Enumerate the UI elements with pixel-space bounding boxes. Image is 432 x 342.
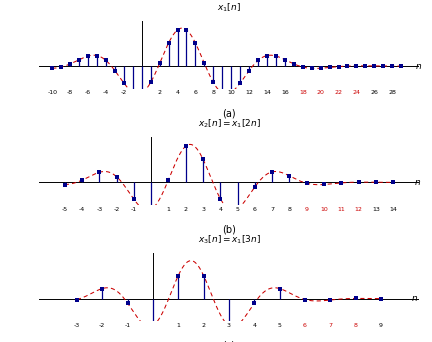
Point: [165, 40, 172, 46]
Point: [182, 143, 189, 149]
Point: [200, 157, 206, 162]
Point: [58, 64, 65, 70]
Point: [228, 90, 235, 95]
Point: [290, 61, 297, 67]
Point: [174, 27, 181, 32]
Point: [79, 177, 86, 183]
Point: [234, 206, 241, 211]
Point: [113, 174, 120, 180]
Point: [94, 53, 101, 58]
Point: [338, 180, 345, 186]
Point: [273, 53, 280, 59]
Point: [335, 64, 342, 69]
Text: $x_1[n]$: $x_1[n]$: [217, 1, 241, 14]
Point: [251, 301, 258, 306]
Point: [200, 273, 207, 278]
Text: $x_3[n] = x_1[3n]$: $x_3[n] = x_1[3n]$: [197, 234, 260, 246]
Text: $n$: $n$: [415, 62, 422, 70]
Point: [308, 66, 315, 71]
Point: [67, 61, 73, 67]
Point: [362, 63, 369, 69]
Point: [353, 63, 360, 69]
Point: [372, 180, 379, 185]
Point: [299, 64, 306, 70]
Point: [251, 184, 258, 190]
Point: [321, 182, 327, 187]
Point: [246, 68, 253, 74]
Point: [326, 65, 333, 70]
Point: [111, 68, 118, 74]
Point: [149, 323, 156, 328]
Text: (b): (b): [222, 224, 236, 234]
Text: (a): (a): [222, 108, 236, 118]
Point: [344, 63, 351, 69]
Point: [138, 90, 145, 96]
Point: [73, 297, 80, 302]
Point: [121, 80, 127, 86]
Point: [96, 170, 103, 175]
Point: [264, 53, 270, 58]
Point: [303, 181, 310, 186]
Point: [281, 57, 288, 62]
Point: [317, 65, 324, 71]
Point: [380, 63, 387, 69]
Point: [156, 61, 163, 66]
Point: [165, 177, 172, 182]
Point: [390, 180, 397, 185]
Text: $x_2[n] = x_1[2n]$: $x_2[n] = x_1[2n]$: [197, 117, 260, 130]
Point: [102, 58, 109, 63]
Point: [124, 301, 131, 306]
Point: [61, 182, 68, 187]
Point: [217, 196, 224, 201]
Text: (c): (c): [222, 341, 235, 342]
Point: [147, 80, 154, 85]
Point: [355, 180, 362, 185]
Point: [219, 90, 226, 96]
Point: [237, 80, 244, 86]
Point: [201, 61, 208, 66]
Text: $n$: $n$: [411, 294, 419, 303]
Text: $n$: $n$: [414, 178, 421, 187]
Point: [99, 286, 106, 291]
Point: [254, 58, 261, 63]
Point: [226, 323, 232, 328]
Point: [398, 63, 405, 69]
Point: [302, 297, 308, 302]
Point: [76, 57, 83, 62]
Point: [49, 66, 56, 71]
Point: [192, 40, 199, 46]
Point: [389, 63, 396, 69]
Point: [352, 296, 359, 301]
Point: [85, 53, 92, 59]
Point: [129, 90, 136, 95]
Point: [269, 169, 276, 175]
Point: [276, 286, 283, 291]
Point: [327, 297, 334, 303]
Point: [130, 197, 137, 202]
Point: [286, 173, 293, 179]
Point: [371, 63, 378, 69]
Point: [378, 296, 384, 301]
Point: [148, 207, 155, 212]
Point: [175, 273, 182, 278]
Point: [210, 80, 217, 85]
Point: [183, 27, 190, 32]
